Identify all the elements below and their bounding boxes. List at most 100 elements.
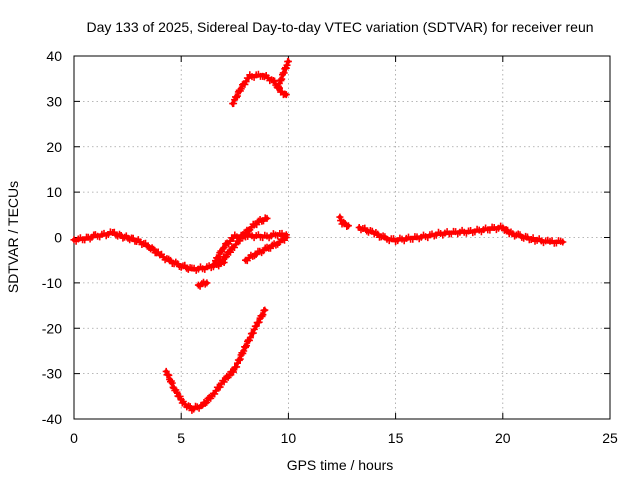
data-point (211, 391, 216, 397)
x-tick-label: 15 (388, 430, 404, 446)
data-point (264, 246, 270, 251)
data-point (204, 280, 210, 286)
series-arc-a (70, 228, 228, 274)
series-arc-f (229, 70, 290, 108)
data-point (281, 69, 287, 75)
x-tick-label: 25 (602, 430, 618, 446)
data-point (404, 236, 409, 242)
data-point (254, 233, 259, 239)
data-point (127, 236, 132, 241)
series-trace (72, 231, 226, 272)
data-point (260, 72, 265, 78)
data-point (168, 259, 173, 264)
data-point (337, 214, 343, 220)
data-point (489, 226, 495, 231)
data-point (382, 236, 388, 241)
data-point (232, 366, 237, 372)
data-point (262, 307, 267, 313)
data-point (447, 230, 452, 236)
data-point (414, 235, 420, 240)
x-axis-label: GPS time / hours (287, 457, 394, 473)
data-point (256, 219, 261, 224)
data-point (189, 406, 195, 412)
data-point (346, 223, 351, 228)
x-tick-label: 5 (177, 430, 185, 446)
data-point (254, 323, 259, 329)
series-arc-b (209, 229, 290, 269)
data-point (211, 262, 216, 267)
y-tick-labels: -40 -30 -20 -10 0 10 20 30 40 (42, 48, 62, 427)
data-point (82, 236, 87, 242)
data-point (196, 282, 201, 288)
data-point (254, 251, 259, 256)
y-tick-label: -20 (42, 320, 62, 336)
data-point (243, 258, 248, 263)
data-point (104, 232, 109, 237)
y-tick-label: -10 (42, 275, 62, 291)
series-arc-j (355, 222, 567, 247)
data-point (230, 101, 235, 106)
data-point (221, 378, 227, 383)
data-point (200, 266, 205, 271)
data-point (479, 228, 484, 233)
y-tick-label: 30 (46, 93, 62, 109)
y-tick-label: 20 (46, 139, 62, 155)
data-point (232, 234, 237, 239)
y-tick-label: 10 (46, 184, 62, 200)
data-point (275, 85, 280, 91)
data-point (279, 90, 285, 95)
data-point (157, 252, 162, 257)
y-tick-label: -40 (42, 411, 62, 427)
y-tick-label: 40 (46, 48, 62, 64)
data-point (221, 244, 227, 249)
data-point (284, 92, 289, 97)
data-point (275, 232, 280, 237)
series-arc-g (274, 57, 292, 92)
series-arc-c (216, 214, 271, 267)
data-point (372, 230, 377, 236)
data-point (436, 231, 441, 237)
data-point (172, 387, 177, 392)
y-tick-label: -30 (42, 366, 62, 382)
data-point (217, 260, 222, 265)
x-tick-labels: 0 5 10 15 20 25 (70, 430, 618, 446)
data-point (110, 230, 115, 236)
y-axis-label: SDTVAR / TECUs (5, 181, 21, 293)
series-arc-h (162, 306, 269, 414)
data-point (560, 239, 565, 245)
data-point (357, 225, 362, 230)
x-tick-label: 0 (70, 430, 78, 446)
data-series (70, 57, 567, 414)
series-markers (355, 222, 567, 247)
data-point (500, 225, 505, 230)
data-point (179, 263, 184, 268)
data-point (425, 233, 430, 239)
data-point (468, 229, 473, 234)
data-point (457, 229, 463, 235)
data-point (243, 344, 248, 349)
data-point (507, 230, 512, 236)
data-point (119, 233, 124, 239)
data-point (247, 226, 252, 231)
data-point (284, 235, 289, 240)
y-tick-label: 0 (54, 230, 62, 246)
data-point (247, 74, 252, 79)
x-tick-label: 20 (495, 430, 511, 446)
data-point (239, 85, 244, 91)
data-point (71, 237, 77, 242)
series-arc-d (242, 234, 290, 265)
data-point (339, 220, 345, 226)
data-point (264, 234, 270, 239)
data-point (146, 244, 152, 249)
series-arc-e (194, 278, 211, 290)
data-point (532, 237, 538, 242)
data-point (228, 248, 233, 254)
series-arc-i (336, 213, 352, 230)
data-point (275, 240, 280, 246)
data-point (164, 369, 169, 374)
chart-title: Day 133 of 2025, Sidereal Day-to-day VTE… (86, 19, 593, 35)
data-point (271, 78, 276, 84)
data-point (264, 216, 270, 221)
data-point (286, 59, 291, 64)
